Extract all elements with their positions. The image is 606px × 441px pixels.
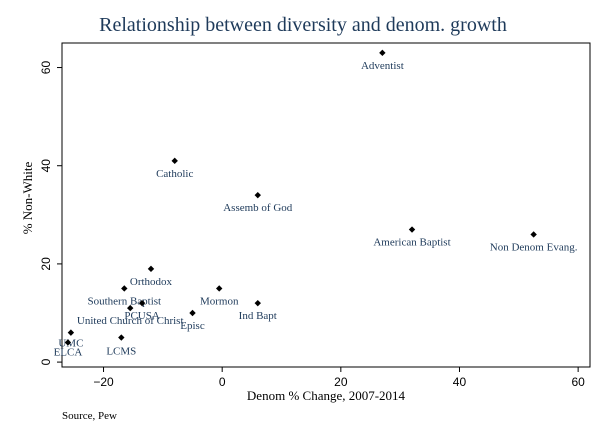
x-tick-label: 40 <box>453 375 467 389</box>
x-tick-label: 20 <box>334 375 348 389</box>
data-point-label: United Church of Christ <box>77 315 184 327</box>
axes: −20 0 20 40 60 0 20 40 60 <box>39 42 591 389</box>
data-point-label: Orthodox <box>130 276 173 288</box>
data-point <box>408 226 416 233</box>
y-tick-label: 0 <box>39 358 53 365</box>
data-point-label: Adventist <box>361 60 404 72</box>
data-point <box>189 309 196 317</box>
data-point <box>138 299 146 307</box>
data-point <box>530 231 537 238</box>
x-tick-label: 0 <box>219 375 226 389</box>
x-tick-label: −20 <box>93 375 114 389</box>
data-point-label: UMC <box>58 338 83 350</box>
data-point <box>171 157 178 165</box>
data-point-label: LCMS <box>106 346 136 358</box>
data-point-label: Catholic <box>156 168 193 180</box>
data-point <box>64 339 72 346</box>
chart-title: Relationship between diversity and denom… <box>99 14 507 36</box>
data-point-label: American Baptist <box>373 237 450 249</box>
x-axis-label: Denom % Change, 2007-2014 <box>247 388 406 403</box>
x-tick-label: 60 <box>571 375 585 389</box>
y-tick-label: 60 <box>39 61 53 75</box>
data-point-label: PCUSA <box>124 310 160 322</box>
plot-frame <box>61 42 591 368</box>
data-point-label: Ind Bapt <box>239 310 277 322</box>
data-point <box>216 285 223 292</box>
data-point <box>67 329 75 336</box>
data-point <box>254 299 261 307</box>
y-tick-label: 20 <box>39 257 53 271</box>
data-point-label: Assemb of God <box>223 202 293 214</box>
source-note: Source, Pew <box>62 410 117 422</box>
y-axis-label: % Non-White <box>20 161 35 234</box>
data-point <box>127 304 134 312</box>
data-point <box>379 49 386 57</box>
data-point-label: Southern Baptist <box>87 295 161 307</box>
data-point <box>118 334 125 341</box>
data-point <box>254 191 261 199</box>
data-point-label: Episc <box>180 320 205 332</box>
data-point-label: Mormon <box>200 295 239 307</box>
y-tick-label: 40 <box>39 159 53 173</box>
data-point <box>147 265 155 273</box>
data-point-label: Non Denom Evang. <box>490 241 578 253</box>
data-points: Adventist Catholic Assemb of God American B… <box>54 49 578 358</box>
data-point-label: ELCA <box>54 346 83 358</box>
data-point <box>121 285 128 292</box>
